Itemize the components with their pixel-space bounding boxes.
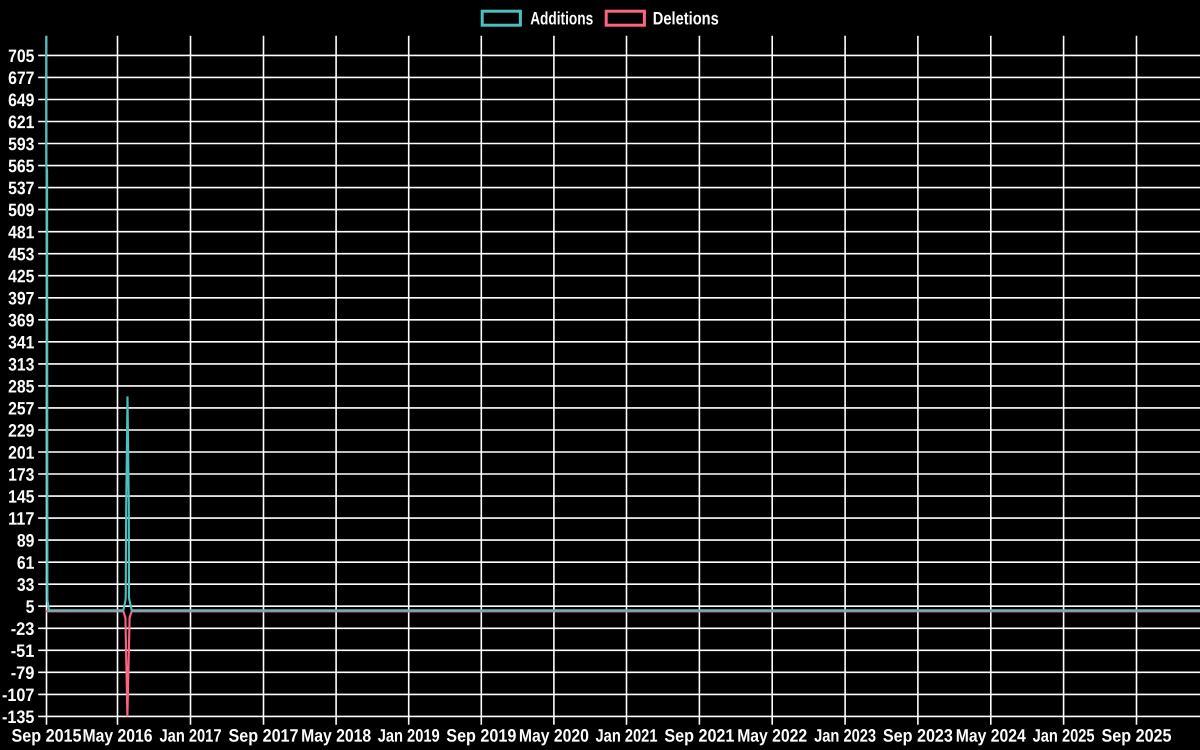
svg-text:May 2018: May 2018 [301,726,371,746]
svg-text:173: 173 [8,465,34,485]
svg-text:201: 201 [8,443,34,463]
svg-text:5: 5 [26,597,35,617]
svg-text:285: 285 [8,376,34,396]
svg-text:May 2020: May 2020 [519,726,589,746]
svg-text:May 2016: May 2016 [82,726,152,746]
svg-text:Jan 2023: Jan 2023 [814,726,876,746]
svg-text:Sep 2015: Sep 2015 [11,726,81,746]
svg-text:621: 621 [8,112,34,132]
svg-text:313: 313 [8,354,34,374]
svg-text:Sep 2025: Sep 2025 [1101,726,1171,746]
svg-text:-135: -135 [2,707,34,727]
svg-text:61: 61 [17,553,35,573]
svg-text:117: 117 [8,509,34,529]
svg-text:593: 593 [8,134,34,154]
svg-text:229: 229 [8,421,34,441]
svg-text:-51: -51 [11,641,35,661]
svg-text:509: 509 [8,200,34,220]
svg-text:Jan 2021: Jan 2021 [595,726,657,746]
svg-text:453: 453 [8,244,34,264]
svg-text:341: 341 [8,332,34,352]
svg-text:369: 369 [8,310,34,330]
svg-text:May 2024: May 2024 [956,726,1026,746]
svg-text:May 2022: May 2022 [737,726,807,746]
svg-text:397: 397 [8,288,34,308]
svg-text:145: 145 [8,487,34,507]
svg-text:649: 649 [8,90,34,110]
svg-text:Sep 2023: Sep 2023 [883,726,953,746]
svg-text:Sep 2017: Sep 2017 [228,726,298,746]
svg-text:481: 481 [8,222,34,242]
svg-text:537: 537 [8,178,34,198]
svg-text:-79: -79 [11,663,35,683]
svg-text:89: 89 [17,531,35,551]
svg-text:-23: -23 [11,619,35,639]
svg-text:705: 705 [8,46,34,66]
svg-text:-107: -107 [2,685,34,705]
svg-text:Additions: Additions [530,8,593,28]
svg-text:Jan 2025: Jan 2025 [1033,726,1095,746]
svg-text:425: 425 [8,266,34,286]
svg-text:Jan 2017: Jan 2017 [159,726,221,746]
svg-text:Sep 2021: Sep 2021 [664,726,734,746]
svg-text:Jan 2019: Jan 2019 [378,726,440,746]
svg-text:677: 677 [8,68,34,88]
svg-text:Deletions: Deletions [653,8,719,28]
svg-text:Sep 2019: Sep 2019 [446,726,516,746]
svg-text:565: 565 [8,156,34,176]
svg-text:33: 33 [17,575,35,595]
svg-text:257: 257 [8,398,34,418]
